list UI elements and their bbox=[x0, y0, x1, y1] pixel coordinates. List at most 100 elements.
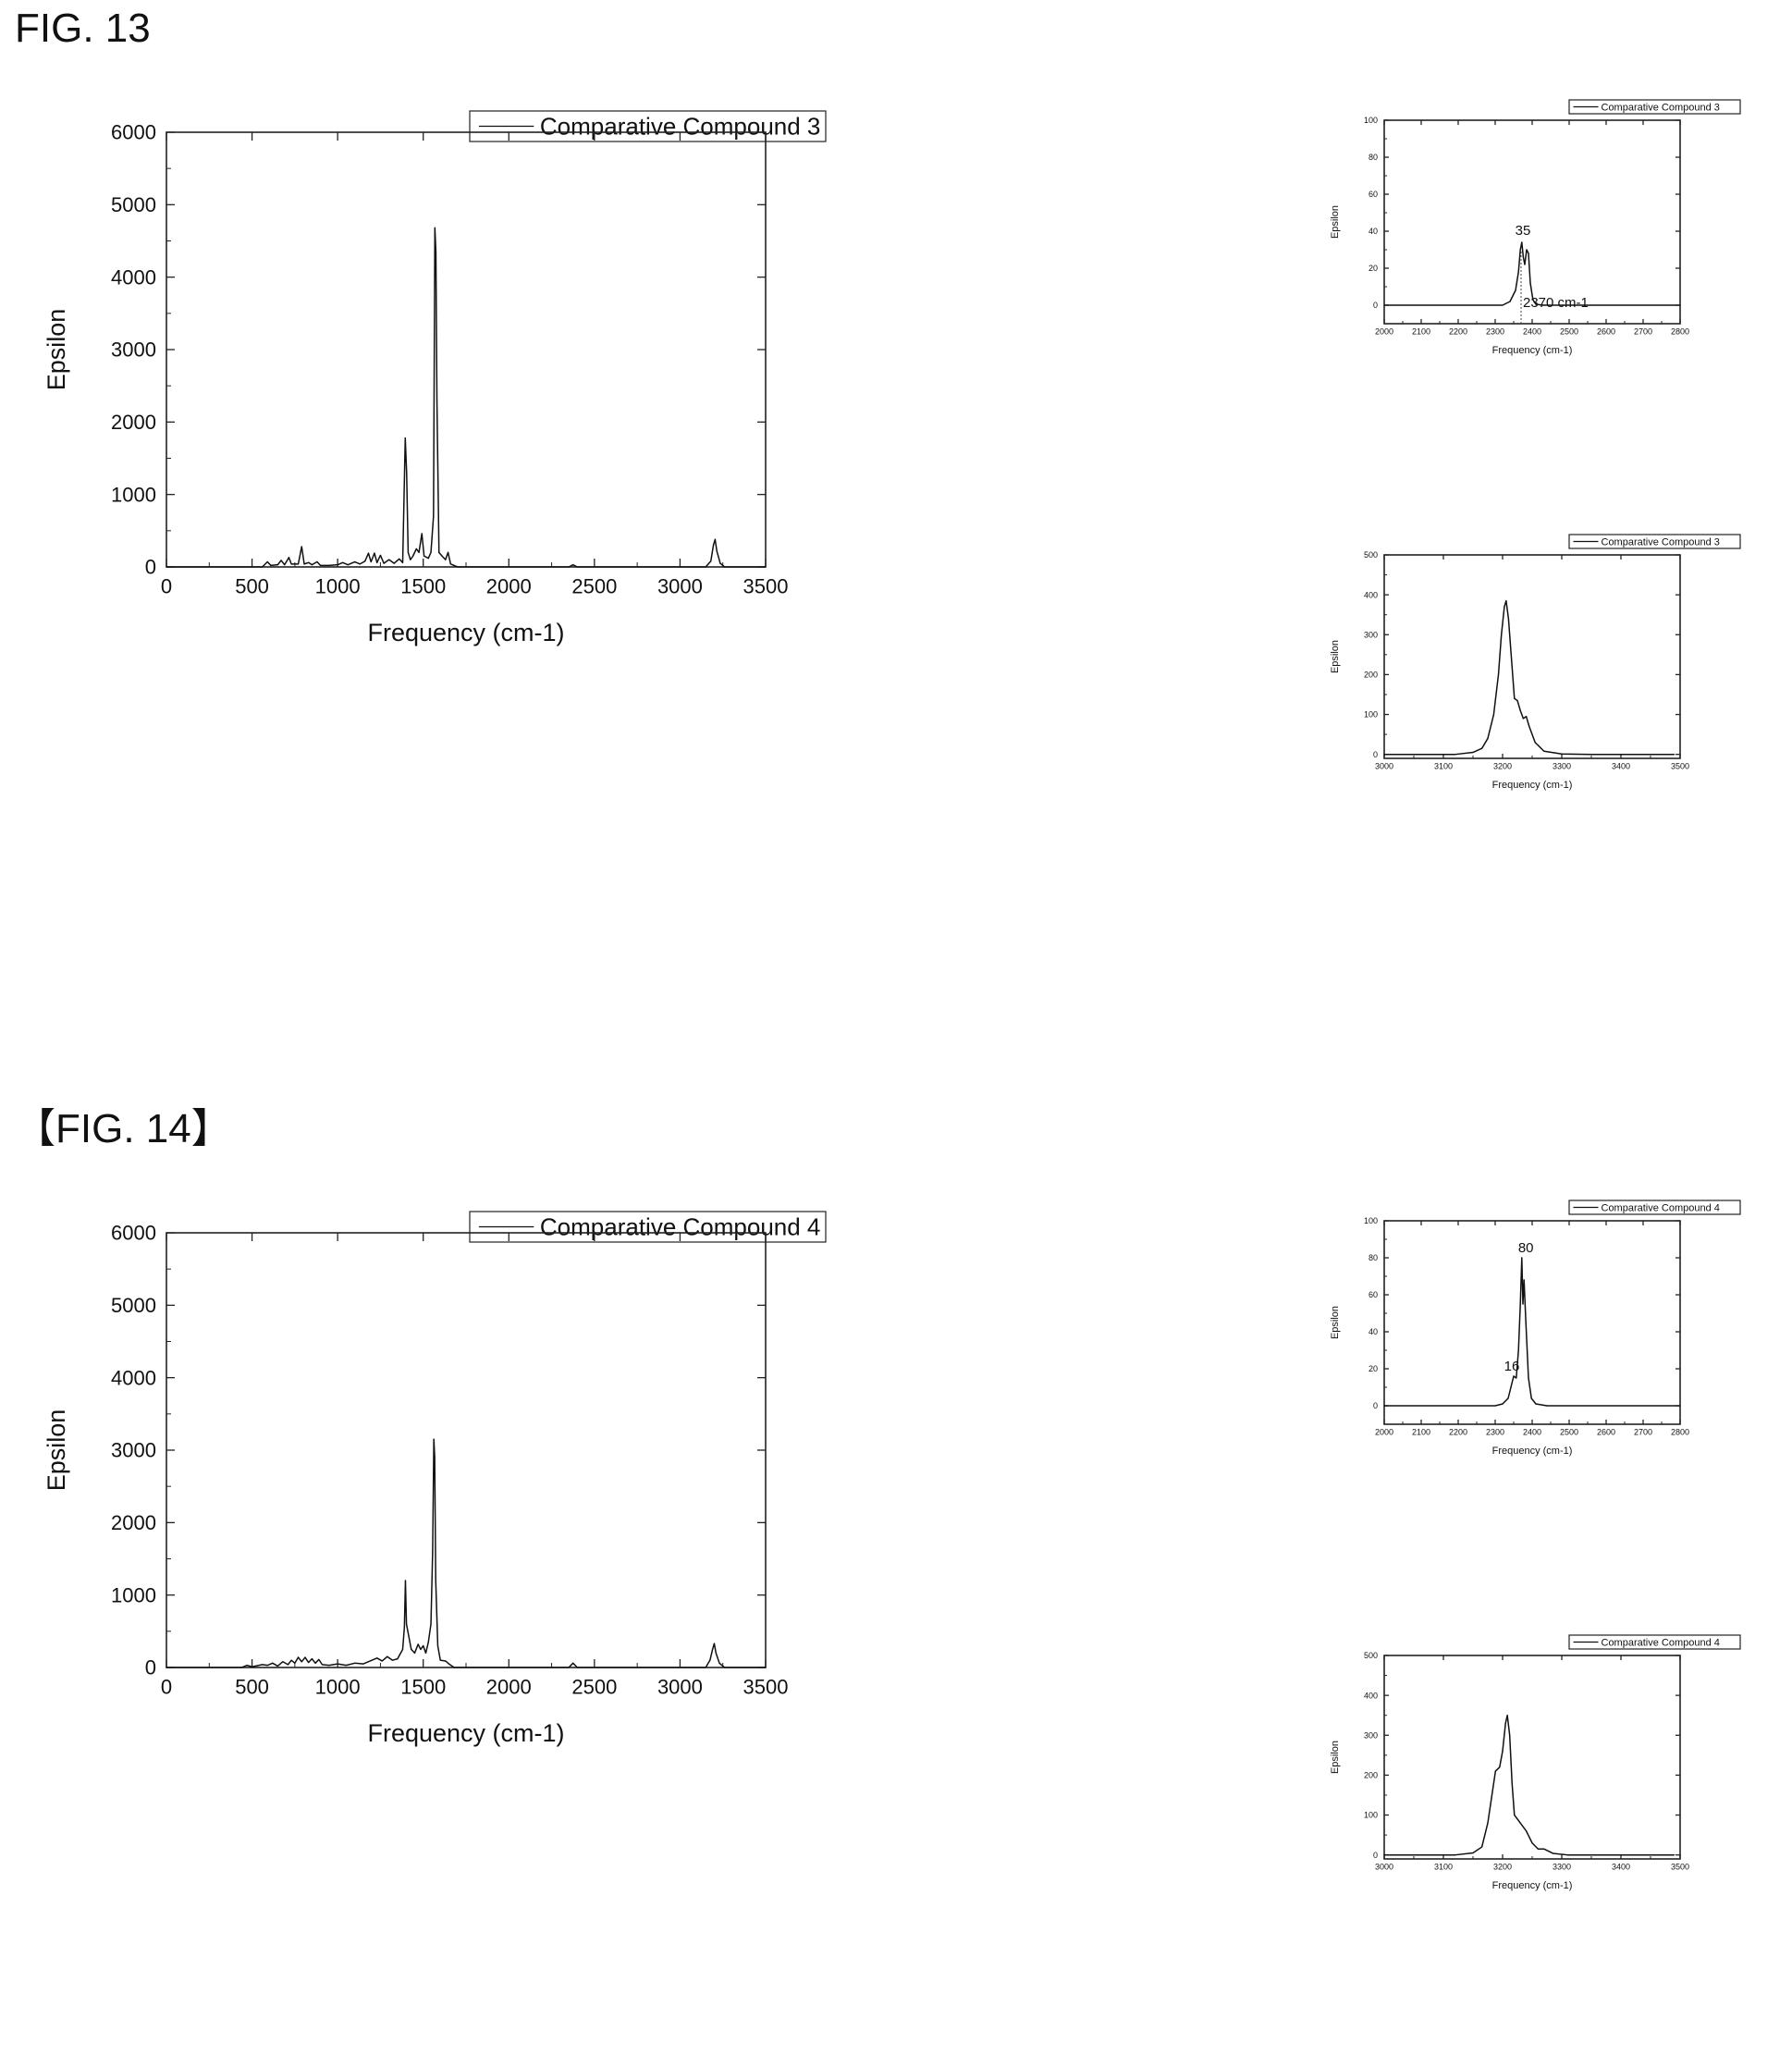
data-point bbox=[276, 1665, 278, 1667]
data-point bbox=[1487, 737, 1489, 740]
y-tick-label: 20 bbox=[1369, 1364, 1378, 1373]
data-point bbox=[1504, 1722, 1506, 1724]
data-point bbox=[405, 1623, 408, 1625]
data-point bbox=[1546, 1405, 1548, 1407]
data-point bbox=[421, 533, 423, 535]
data-point bbox=[415, 548, 417, 550]
x-tick-label: 2000 bbox=[486, 1676, 532, 1699]
legend: Comparative Compound 4 bbox=[1568, 1634, 1741, 1650]
data-point bbox=[1532, 299, 1534, 301]
data-point bbox=[367, 552, 370, 554]
x-tick-label: 3000 bbox=[657, 1676, 703, 1699]
data-point bbox=[1526, 249, 1528, 251]
data-point bbox=[572, 1662, 574, 1664]
data-point bbox=[311, 1658, 313, 1660]
data-point bbox=[288, 557, 289, 559]
data-point bbox=[1497, 673, 1500, 676]
fig14-inset-2370-chart: Comparative Compound 4 0 20 40 60 80 100 2000 21… bbox=[1330, 1200, 1741, 1457]
data-point bbox=[308, 1661, 310, 1664]
data-point bbox=[714, 538, 716, 540]
x-tick-label: 3100 bbox=[1434, 1863, 1453, 1872]
data-point bbox=[1472, 751, 1474, 754]
y-tick-label: 60 bbox=[1369, 1290, 1378, 1299]
data-point bbox=[308, 561, 310, 563]
data-point bbox=[262, 1664, 264, 1666]
y-tick-label: 40 bbox=[1369, 1327, 1378, 1336]
data-point bbox=[1487, 1822, 1489, 1824]
data-point bbox=[328, 1665, 330, 1667]
data-point bbox=[1494, 1770, 1496, 1772]
legend-box bbox=[1568, 1200, 1741, 1215]
data-point bbox=[1481, 1846, 1483, 1848]
data-point bbox=[1535, 1403, 1537, 1405]
y-tick-label: 300 bbox=[1364, 1730, 1378, 1740]
data-point bbox=[1526, 1830, 1528, 1832]
y-tick-label: 6000 bbox=[111, 1222, 156, 1245]
data-point bbox=[1383, 1405, 1385, 1407]
data-point bbox=[371, 1659, 373, 1661]
x-tick-label: 3000 bbox=[657, 575, 703, 598]
series bbox=[1383, 241, 1681, 306]
data-point bbox=[427, 1641, 429, 1643]
x-tick-label: 3500 bbox=[743, 1676, 789, 1699]
data-point bbox=[1514, 697, 1516, 699]
x-tick-label: 3100 bbox=[1434, 762, 1453, 771]
data-point bbox=[1502, 304, 1504, 306]
y-tick-label: 80 bbox=[1369, 1253, 1378, 1262]
data-point bbox=[1383, 304, 1385, 306]
y-axis-label: Epsilon bbox=[43, 309, 70, 391]
series bbox=[166, 1438, 767, 1668]
data-point bbox=[383, 562, 385, 564]
plot-frame bbox=[166, 131, 767, 568]
data-point bbox=[1516, 699, 1518, 702]
legend-box bbox=[1568, 1634, 1741, 1650]
data-point bbox=[354, 1662, 356, 1664]
data-point bbox=[297, 1656, 300, 1658]
x-tick-label: 3500 bbox=[1671, 762, 1689, 771]
x-tick-label: 2700 bbox=[1634, 327, 1652, 337]
y-tick-label: 1000 bbox=[111, 1583, 156, 1606]
data-point bbox=[719, 562, 721, 564]
x-tick-label: 1000 bbox=[315, 575, 361, 598]
data-point bbox=[1519, 709, 1521, 711]
y-axis-label: Epsilon bbox=[1330, 1741, 1341, 1774]
x-tick-label: 1500 bbox=[400, 575, 446, 598]
data-point bbox=[1511, 1782, 1513, 1784]
data-point bbox=[362, 1663, 364, 1665]
data-point bbox=[311, 564, 313, 566]
data-point bbox=[370, 560, 372, 563]
y-tick-label: 5000 bbox=[111, 1294, 156, 1317]
data-point bbox=[718, 1662, 720, 1664]
plot-frame bbox=[1383, 1655, 1681, 1860]
x-tick-label: 2700 bbox=[1634, 1428, 1652, 1437]
data-point bbox=[1516, 1818, 1518, 1820]
x-tick-label: 2500 bbox=[1560, 1428, 1578, 1437]
data-point bbox=[430, 551, 432, 553]
data-point bbox=[712, 544, 715, 547]
data-point bbox=[297, 563, 300, 565]
x-tick-label: 0 bbox=[161, 1676, 172, 1699]
y-tick-label: 1000 bbox=[111, 483, 156, 506]
data-point bbox=[1522, 718, 1524, 720]
y-axis-label: Epsilon bbox=[1330, 205, 1341, 239]
data-point bbox=[354, 560, 356, 563]
y-tick-label: 80 bbox=[1369, 153, 1378, 162]
x-tick-label: 2400 bbox=[1523, 327, 1541, 337]
y-tick-label: 0 bbox=[145, 556, 156, 579]
y-tick-label: 4000 bbox=[111, 1366, 156, 1389]
data-point bbox=[272, 1662, 274, 1664]
data-point bbox=[1502, 1750, 1504, 1753]
data-point bbox=[345, 1665, 347, 1667]
data-point bbox=[1511, 1383, 1513, 1384]
data-point bbox=[401, 561, 404, 563]
data-point bbox=[1542, 304, 1544, 306]
data-point bbox=[1383, 1854, 1385, 1856]
data-point bbox=[359, 563, 361, 565]
data-point bbox=[1531, 1842, 1533, 1844]
data-point bbox=[1679, 1405, 1681, 1407]
series-line bbox=[1384, 1257, 1680, 1407]
series bbox=[166, 227, 767, 568]
data-point bbox=[266, 560, 268, 563]
data-point bbox=[290, 563, 292, 565]
data-point bbox=[401, 1648, 404, 1651]
